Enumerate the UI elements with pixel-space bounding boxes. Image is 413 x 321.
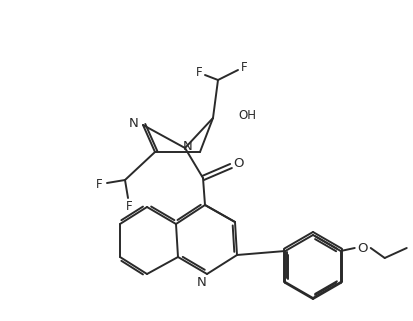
- Text: O: O: [356, 241, 367, 255]
- Text: F: F: [126, 201, 132, 213]
- Text: N: N: [129, 117, 138, 131]
- Text: O: O: [233, 158, 244, 170]
- Text: F: F: [195, 66, 202, 80]
- Text: OH: OH: [237, 109, 255, 123]
- Text: N: N: [197, 276, 206, 290]
- Text: F: F: [240, 62, 247, 74]
- Text: F: F: [95, 178, 102, 192]
- Text: N: N: [183, 141, 192, 153]
